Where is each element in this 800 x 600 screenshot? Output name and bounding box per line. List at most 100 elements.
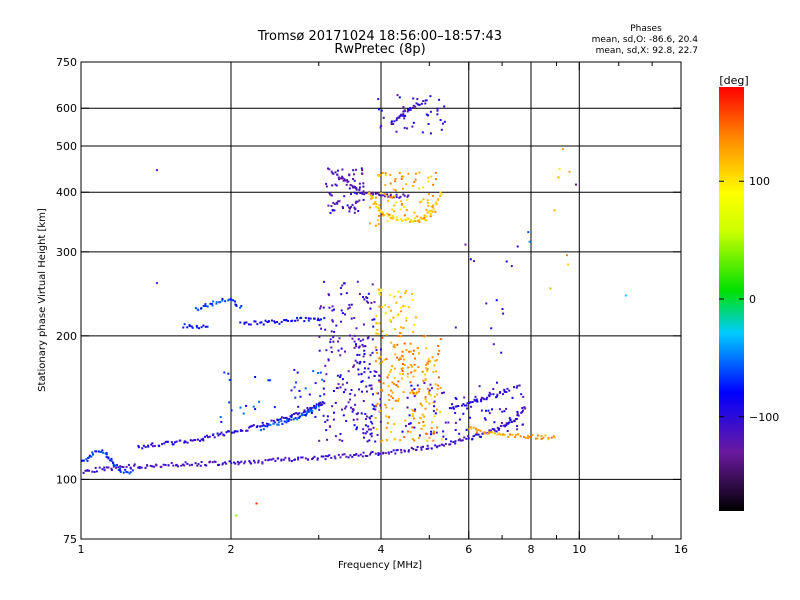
echo-point [375,315,378,318]
echo-point [390,369,393,371]
echo-point [374,201,376,204]
echo-point [360,372,363,375]
echo-point [492,343,495,346]
echo-point [575,183,577,186]
echo-point [419,201,422,204]
echo-point [160,465,163,468]
echo-point [424,396,427,399]
echo-point [281,423,284,425]
echo-point [412,104,415,107]
echo-point [431,421,434,424]
echo-point [235,514,238,517]
echo-point [402,372,404,375]
echo-point [218,463,221,466]
echo-point [500,351,503,354]
echo-point [119,465,122,468]
echo-point [375,196,377,199]
echo-point [386,333,388,336]
echo-point [499,391,502,394]
echo-point [519,435,522,438]
echo-point [341,168,344,171]
echo-point [460,439,462,442]
echo-point [393,382,396,385]
echo-point [552,435,555,438]
echo-point [403,214,406,217]
echo-point [417,366,420,369]
echo-point [415,102,418,105]
echo-point [332,201,335,204]
echo-point [402,110,405,113]
echo-point [567,263,570,266]
echo-point [377,452,380,455]
echo-point [354,359,357,362]
echo-point [323,317,326,320]
echo-point [264,319,267,322]
echo-point [378,214,381,217]
echo-point [125,470,128,473]
echo-point [337,176,340,179]
echo-point [336,173,339,176]
echo-point [282,458,285,461]
echo-point [480,409,483,412]
echo-point [334,171,337,174]
echo-point [261,424,264,427]
echo-point [393,423,396,426]
echo-point [436,113,439,116]
echo-point [388,213,391,216]
echo-point [407,430,409,433]
echo-point [224,461,226,464]
echo-point [259,425,262,428]
echo-point [387,200,389,202]
echo-point [389,294,392,297]
echo-point [382,116,385,119]
echo-point [351,455,354,458]
echo-point [420,217,423,220]
echo-point [217,464,219,467]
echo-point [324,458,327,461]
echo-point [420,200,423,203]
echo-point [475,433,478,436]
echo-point [303,320,306,323]
echo-point [188,323,191,326]
echo-point [342,414,345,417]
echo-point [424,378,427,381]
echo-point [508,389,511,392]
echo-point [302,411,305,414]
echo-point [353,173,355,176]
echo-point [110,460,113,463]
echo-point [206,434,208,437]
echo-point [219,416,222,418]
echo-point [105,466,108,469]
echo-point [264,425,267,428]
echo-point [351,203,354,206]
echo-point [397,385,399,388]
echo-point [110,469,113,471]
echo-point [406,375,409,378]
echo-point [342,179,345,182]
echo-point [364,413,367,415]
echo-point [425,363,427,366]
echo-point [354,208,357,211]
echo-point [376,434,379,436]
echo-point [401,430,404,433]
echo-point [366,440,369,443]
echo-point [381,171,384,174]
echo-point [376,219,379,222]
echo-point [509,419,512,422]
echo-point [490,431,493,434]
echo-point [308,393,311,396]
echo-point [540,437,543,440]
echo-point [429,210,432,213]
echo-point [336,374,339,377]
echo-point [339,376,342,379]
echo-point [377,223,380,226]
echo-point [425,432,427,435]
echo-point [413,388,416,391]
echo-point [90,455,93,458]
echo-point [395,196,398,199]
echo-point [94,466,97,469]
echo-point [129,466,132,469]
echo-point [330,170,333,173]
echo-point [434,359,437,362]
